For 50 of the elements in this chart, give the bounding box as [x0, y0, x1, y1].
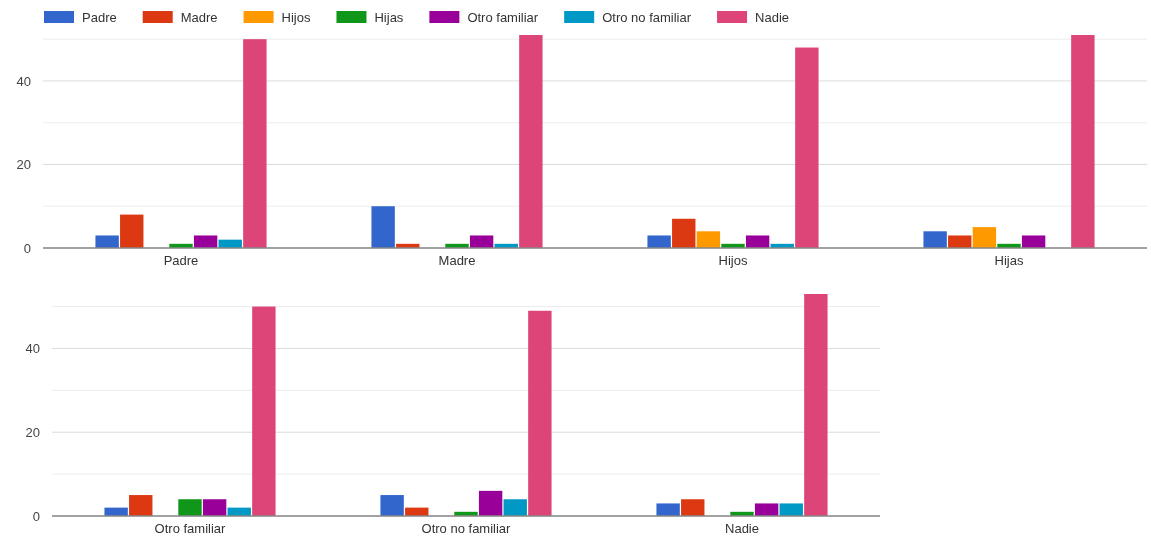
bar [202, 499, 227, 516]
bar [795, 47, 819, 248]
bar [647, 235, 671, 248]
bar [779, 503, 803, 516]
bar [503, 499, 527, 516]
y-tick-label: 40 [16, 73, 31, 89]
legend-label: Hijos [281, 10, 311, 25]
x-tick-label: Padre [163, 253, 199, 269]
legend-label: Nadie [755, 10, 790, 25]
y-tick-label: 20 [25, 424, 40, 440]
y-tick-label: 20 [16, 157, 31, 173]
bar [243, 39, 267, 248]
x-tick-label: Nadie [725, 521, 759, 537]
bar [469, 235, 494, 248]
bar [972, 227, 997, 248]
bar [528, 310, 552, 516]
bar [371, 206, 395, 248]
legend-label: Padre [82, 10, 117, 25]
bar [120, 214, 144, 248]
bar [1021, 235, 1046, 248]
bar [923, 231, 947, 248]
bar [95, 235, 119, 248]
bar [672, 218, 696, 248]
legend-label: Otro no familiar [602, 10, 692, 25]
x-tick-label: Madre [438, 253, 476, 269]
legend-label: Otro familiar [467, 10, 539, 25]
x-tick-label: Hijos [718, 253, 748, 269]
y-tick-label: 0 [23, 240, 31, 256]
x-tick-label: Otro no familiar [421, 521, 512, 537]
x-tick-label: Hijas [994, 253, 1024, 269]
bar [129, 495, 153, 516]
bar [252, 306, 276, 516]
y-tick-label: 40 [25, 341, 40, 357]
bar [804, 294, 828, 516]
bar [681, 499, 705, 516]
bar [754, 503, 779, 516]
bar [656, 503, 680, 516]
bar [745, 235, 770, 248]
bar [178, 499, 202, 516]
x-tick-label: Otro familiar [154, 521, 227, 537]
bar [519, 35, 543, 248]
bar [478, 490, 503, 516]
y-tick-label: 0 [32, 508, 40, 524]
bar [696, 231, 721, 248]
bar [1071, 35, 1095, 248]
bar [948, 235, 972, 248]
legend-label: Madre [180, 10, 218, 25]
bar [380, 495, 404, 516]
bar [193, 235, 218, 248]
legend-label: Hijas [374, 10, 404, 25]
